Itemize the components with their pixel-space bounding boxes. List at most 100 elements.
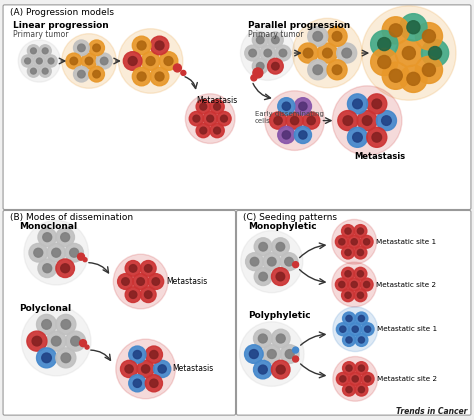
Circle shape [364, 239, 370, 245]
Circle shape [343, 312, 356, 325]
Circle shape [371, 48, 398, 76]
Circle shape [308, 60, 328, 80]
Circle shape [353, 132, 362, 142]
Circle shape [137, 41, 146, 50]
Circle shape [313, 65, 322, 75]
FancyBboxPatch shape [237, 210, 471, 415]
Circle shape [365, 326, 371, 332]
Circle shape [264, 49, 272, 57]
Circle shape [113, 254, 168, 309]
Circle shape [382, 62, 410, 89]
Text: (C) Seeding patterns: (C) Seeding patterns [243, 213, 337, 222]
Circle shape [42, 48, 48, 54]
Circle shape [42, 68, 48, 74]
Circle shape [355, 333, 368, 346]
Circle shape [129, 346, 146, 363]
Circle shape [70, 57, 78, 65]
Circle shape [407, 21, 420, 34]
Circle shape [342, 289, 355, 302]
Circle shape [73, 66, 89, 82]
Circle shape [21, 306, 91, 376]
Circle shape [389, 69, 402, 82]
Circle shape [361, 323, 374, 336]
Circle shape [33, 55, 46, 67]
Circle shape [159, 52, 178, 70]
Circle shape [241, 231, 303, 293]
Circle shape [389, 24, 402, 37]
Circle shape [351, 281, 357, 288]
Circle shape [85, 57, 93, 65]
Circle shape [46, 331, 66, 351]
Circle shape [27, 331, 47, 351]
Circle shape [267, 58, 283, 74]
Circle shape [276, 272, 285, 281]
Circle shape [286, 112, 303, 129]
Circle shape [367, 94, 387, 114]
Circle shape [81, 53, 97, 69]
Circle shape [133, 274, 148, 289]
Text: Early disseminating
cells: Early disseminating cells [255, 110, 324, 123]
Circle shape [354, 246, 367, 259]
Circle shape [362, 116, 372, 126]
Circle shape [357, 292, 364, 298]
Circle shape [65, 244, 83, 262]
Circle shape [267, 257, 276, 266]
Circle shape [340, 326, 346, 332]
Circle shape [272, 238, 289, 256]
Circle shape [336, 235, 348, 248]
Circle shape [280, 253, 298, 270]
Circle shape [272, 268, 289, 286]
Circle shape [249, 49, 256, 57]
Circle shape [42, 320, 51, 329]
Circle shape [358, 337, 365, 343]
Circle shape [133, 351, 141, 359]
Circle shape [337, 43, 357, 63]
Text: Monoclonal: Monoclonal [19, 222, 78, 231]
Circle shape [355, 312, 368, 325]
Circle shape [45, 55, 57, 67]
Circle shape [200, 127, 207, 134]
Circle shape [66, 53, 82, 69]
Circle shape [407, 72, 420, 85]
Circle shape [323, 48, 332, 58]
Circle shape [361, 373, 374, 385]
Circle shape [274, 116, 282, 125]
Circle shape [155, 41, 164, 50]
Circle shape [137, 360, 154, 378]
Text: Linear progression: Linear progression [13, 21, 109, 30]
Circle shape [150, 379, 158, 387]
FancyBboxPatch shape [3, 210, 236, 415]
Circle shape [354, 225, 367, 237]
Circle shape [120, 360, 137, 378]
Circle shape [272, 329, 290, 348]
Circle shape [146, 375, 163, 392]
Circle shape [357, 270, 364, 277]
Circle shape [332, 65, 342, 75]
Circle shape [343, 333, 356, 346]
Circle shape [93, 71, 100, 78]
Circle shape [292, 18, 362, 88]
Circle shape [125, 365, 133, 373]
Circle shape [265, 91, 324, 150]
Circle shape [282, 102, 291, 110]
Circle shape [338, 110, 358, 131]
Circle shape [360, 235, 373, 248]
Circle shape [240, 26, 295, 80]
Circle shape [129, 291, 137, 299]
Circle shape [355, 383, 368, 396]
Text: Primary tumor: Primary tumor [248, 30, 303, 39]
Circle shape [25, 58, 30, 64]
Circle shape [276, 365, 285, 374]
Circle shape [270, 112, 287, 129]
Circle shape [422, 30, 436, 43]
Circle shape [292, 347, 299, 353]
Circle shape [428, 47, 442, 60]
Circle shape [80, 340, 86, 346]
Circle shape [56, 259, 74, 278]
Circle shape [152, 278, 160, 285]
Circle shape [200, 103, 207, 110]
Circle shape [155, 72, 164, 81]
Circle shape [71, 336, 80, 346]
Circle shape [51, 336, 61, 346]
Circle shape [18, 40, 60, 82]
